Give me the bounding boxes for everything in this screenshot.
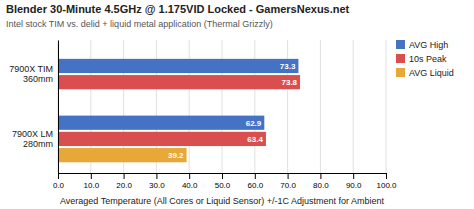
legend: AVG High 10s Peak AVG Liquid [396, 40, 454, 78]
title: Blender 30-Minute 4.5GHz @ 1.175VID Lock… [6, 3, 350, 15]
legend-item: AVG High [396, 40, 448, 50]
tick: 100.0 [376, 173, 397, 190]
grid-line [320, 40, 321, 173]
tick-mark [320, 173, 321, 179]
tick-label: 20.0 [116, 181, 132, 190]
legend-item: AVG Liquid [396, 68, 454, 78]
tick-mark [124, 173, 125, 179]
tick-label: 80.0 [313, 181, 329, 190]
tick-mark [353, 173, 354, 179]
tick-label: 7900X LM280mm [12, 129, 53, 149]
tick-label: 100.0 [376, 181, 397, 190]
tick: 20.0 [116, 173, 132, 190]
legend-item: 10s Peak [396, 54, 447, 64]
axis-line [58, 41, 59, 174]
tick-label-line: 360mm [23, 74, 53, 84]
tick-label: 50.0 [215, 181, 231, 190]
tick-label: 7900X TIM360mm [9, 64, 53, 84]
tick-mark [288, 173, 289, 179]
tick-label: 60.0 [248, 181, 264, 190]
tick: 60.0 [248, 173, 264, 190]
tick: 40.0 [182, 173, 198, 190]
tick-label-line: 280mm [23, 139, 53, 149]
data-label: 73.8 [281, 78, 297, 87]
bar [58, 132, 266, 146]
tick-label: 90.0 [346, 181, 362, 190]
tick-mark [156, 173, 157, 179]
bar [58, 75, 300, 89]
tick-mark [386, 173, 387, 179]
grid [58, 40, 386, 173]
legend-label: AVG High [409, 40, 448, 50]
tick-label: 70.0 [280, 181, 296, 190]
tick-label: 30.0 [149, 181, 165, 190]
tick-mark [58, 173, 59, 179]
tick: 50.0 [215, 173, 231, 190]
tick-mark [255, 173, 256, 179]
grid-line [386, 40, 387, 173]
data-label: 63.4 [247, 135, 263, 144]
tick: 0.0 [53, 173, 65, 190]
tick-mark [189, 173, 190, 179]
y-axis: 7900X TIM360mm 7900X LM280mm [9, 41, 58, 174]
x-axis-title: Averaged Temperature (All Cores or Liqui… [60, 196, 385, 206]
data-label: 39.2 [168, 151, 184, 160]
legend-label: 10s Peak [409, 54, 447, 64]
tick-label: 0.0 [53, 181, 65, 190]
bar [58, 116, 264, 130]
legend-swatch [396, 40, 405, 49]
tick: 70.0 [280, 173, 296, 190]
data-label: 62.9 [246, 119, 262, 128]
tick-label: 10.0 [84, 181, 100, 190]
legend-swatch [396, 68, 405, 77]
tick-label: 40.0 [182, 181, 198, 190]
legend-label: AVG Liquid [409, 68, 454, 78]
tick: 30.0 [149, 173, 165, 190]
bars [58, 59, 300, 162]
data-labels: 73.3 73.8 62.9 63.4 39.2 [168, 62, 298, 160]
tick-mark [91, 173, 92, 179]
tick: 10.0 [84, 173, 100, 190]
tick: 7900X LM280mm [12, 129, 53, 149]
tick-mark [222, 173, 223, 179]
bar [58, 59, 298, 73]
tick: 80.0 [313, 173, 329, 190]
data-label: 73.3 [280, 62, 296, 71]
subtitle: Intel stock TIM vs. delid + liquid metal… [6, 19, 273, 29]
tick: 7900X TIM360mm [9, 64, 53, 84]
tick-label-line: 7900X LM [12, 129, 53, 139]
x-axis: 0.0 10.0 20.0 30.0 40.0 50.0 60.0 70.0 80.0 90.0 1… [53, 173, 397, 190]
grid-line [58, 40, 59, 173]
chart: Blender 30-Minute 4.5GHz @ 1.175VID Lock… [0, 0, 474, 209]
tick-label-line: 7900X TIM [9, 64, 53, 74]
bar [58, 148, 187, 162]
legend-swatch [396, 54, 405, 63]
tick: 90.0 [346, 173, 362, 190]
grid-line [353, 40, 354, 173]
